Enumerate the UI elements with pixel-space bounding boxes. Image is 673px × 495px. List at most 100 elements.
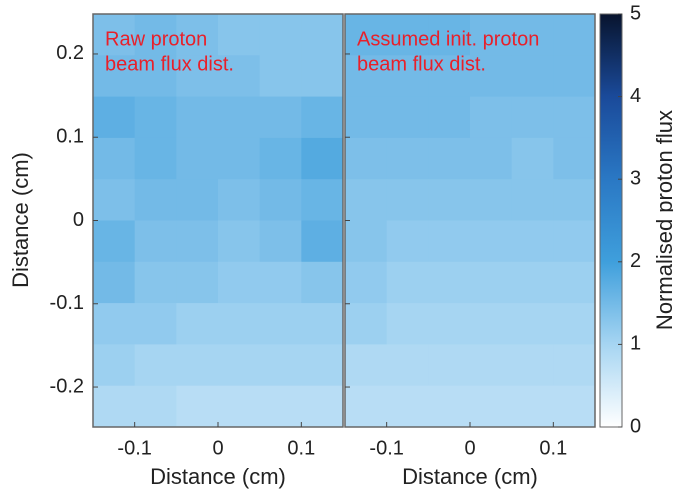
heatmap-cell (511, 220, 554, 263)
heatmap-cell (345, 385, 388, 428)
heatmap-cell (218, 179, 261, 221)
heatmap-cell (218, 137, 261, 180)
heatmap-cell (345, 96, 388, 139)
heatmap-cell (553, 261, 596, 304)
heatmap-cell (93, 261, 136, 304)
heatmap-cell (386, 344, 429, 387)
heatmap-cell (301, 261, 344, 304)
heatmap-cell (93, 344, 136, 387)
heatmap-cell (345, 261, 388, 304)
heatmap-cell (218, 385, 261, 428)
heatmap-cell (218, 55, 261, 98)
heatmap-cell (428, 220, 471, 263)
heatmap-cell (386, 220, 429, 263)
heatmap-cell (93, 220, 136, 263)
heatmap-cell (428, 96, 471, 139)
heatmap-cell (428, 14, 471, 56)
annotation: beam flux dist. (357, 53, 486, 75)
heatmap-cell (301, 14, 344, 56)
x-axis-label: Distance (cm) (150, 464, 286, 489)
heatmap-cell (511, 261, 554, 304)
heatmap-cell (93, 179, 136, 221)
heatmap-cell (553, 179, 596, 221)
colorbar-tick-label: 5 (630, 2, 641, 24)
heatmap-cell (218, 96, 261, 139)
heatmap-cell (259, 55, 302, 98)
heatmap-cell (386, 179, 429, 221)
heatmap-cell (301, 344, 344, 387)
heatmap-cell (259, 385, 302, 428)
heatmap-cell (470, 179, 513, 221)
heatmap-cell (218, 303, 261, 345)
heatmap-cell (93, 137, 136, 180)
heatmap-cell (218, 261, 261, 304)
heatmap-cell (428, 179, 471, 221)
heatmap-cell (134, 344, 177, 387)
heatmap-cell (301, 303, 344, 345)
heatmap-cell (259, 344, 302, 387)
x-tick-label: 0.1 (539, 437, 567, 459)
colorbar-label: Normalised proton flux (652, 110, 673, 330)
y-tick-label: 0 (73, 209, 84, 231)
heatmap-cell (428, 385, 471, 428)
heatmap-cell (134, 303, 177, 345)
heatmap-cell (134, 137, 177, 180)
heatmap-cell (386, 261, 429, 304)
heatmap-cell (511, 344, 554, 387)
heatmap-cell (345, 344, 388, 387)
annotation: Assumed init. proton (357, 28, 539, 50)
heatmap-cell (259, 179, 302, 221)
heatmap-cell (93, 14, 136, 56)
colorbar (599, 13, 623, 428)
heatmap-cell (386, 137, 429, 180)
heatmap-cell (428, 261, 471, 304)
heatmap-cell (301, 55, 344, 98)
heatmap-cell (301, 96, 344, 139)
y-tick-label: 0.1 (56, 126, 84, 148)
heatmap-cell (428, 55, 471, 98)
heatmap-cell (470, 303, 513, 345)
heatmap-cell (218, 344, 261, 387)
heatmap-cell (301, 220, 344, 263)
heatmap-cell (134, 55, 177, 98)
heatmap-cell (553, 220, 596, 263)
heatmap-cell (176, 14, 219, 56)
heatmap-cell (176, 55, 219, 98)
colorbar-tick-label: 3 (630, 167, 641, 189)
y-tick-label: -0.1 (50, 292, 84, 314)
heatmap-cell (259, 137, 302, 180)
heatmap-cell (470, 220, 513, 263)
annotation: Raw proton (105, 28, 207, 50)
heatmap-cell (259, 220, 302, 263)
heatmap-cell (511, 179, 554, 221)
x-tick-label: -0.1 (117, 437, 151, 459)
heatmap-cell (176, 96, 219, 139)
heatmap-cell (553, 137, 596, 180)
heatmap-cell (470, 261, 513, 304)
heatmap-cell (218, 14, 261, 56)
heatmap-cell (93, 385, 136, 428)
heatmap-cell (218, 220, 261, 263)
heatmap-cell (134, 220, 177, 263)
annotation: beam flux dist. (105, 53, 234, 75)
y-axis-label: Distance (cm) (8, 152, 33, 288)
heatmap-cell (93, 96, 136, 139)
heatmap-cell (176, 344, 219, 387)
heatmap-cell (301, 137, 344, 180)
heatmap-cell (386, 14, 429, 56)
heatmap-cell (386, 303, 429, 345)
heatmap-cell (176, 220, 219, 263)
x-tick-label: 0 (464, 437, 475, 459)
heatmap-cell (553, 385, 596, 428)
heatmap-cell (259, 14, 302, 56)
heatmap-cell (553, 55, 596, 98)
heatmap-cell (511, 303, 554, 345)
colorbar-tick-label: 0 (630, 415, 641, 437)
heatmap-cell (553, 344, 596, 387)
heatmap-cell (470, 344, 513, 387)
heatmap-cell (259, 261, 302, 304)
heatmap-cell (511, 55, 554, 98)
y-tick-label: 0.2 (56, 42, 84, 64)
x-axis-label: Distance (cm) (402, 464, 538, 489)
